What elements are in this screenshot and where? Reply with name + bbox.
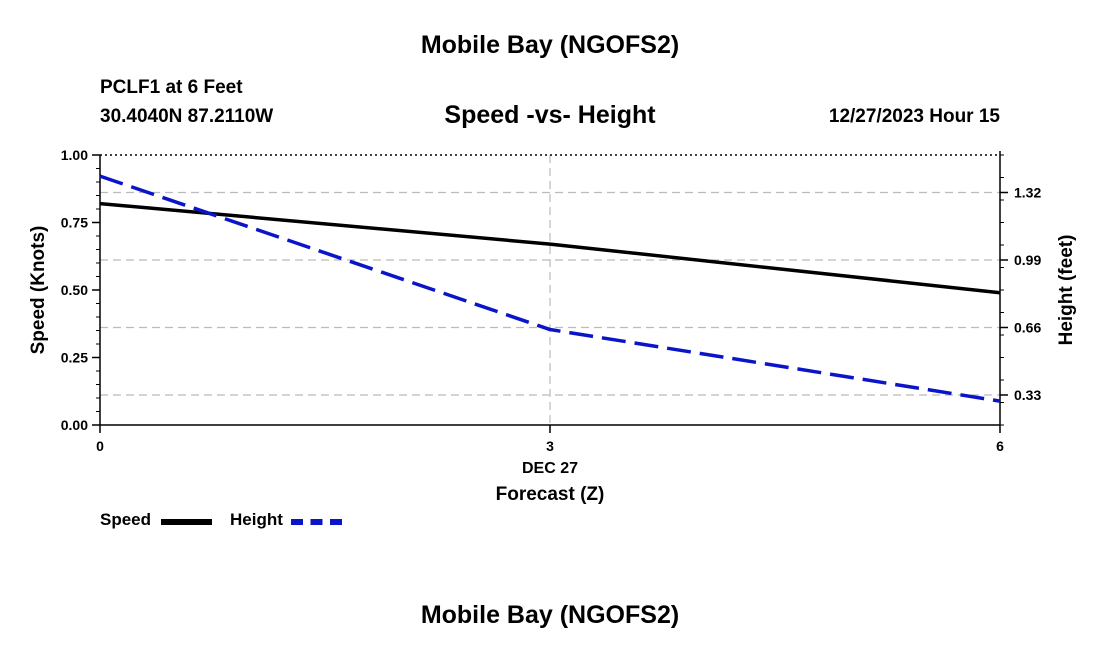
page-title: Mobile Bay (NGOFS2) xyxy=(420,31,680,59)
legend-speed-label: Speed xyxy=(100,510,152,529)
x-tick-label: 3 xyxy=(546,438,554,454)
right-tick-label: 0.33 xyxy=(1014,387,1041,403)
left-tick-label: 0.25 xyxy=(61,350,88,366)
station-name: PCLF1 at 6 Feet xyxy=(100,77,243,98)
y-axis-title-left: Speed (Knots) xyxy=(28,226,49,355)
series-line-speed xyxy=(99,201,1001,295)
x-date-label: DEC 27 xyxy=(522,460,578,477)
legend-height-swatch xyxy=(291,519,342,525)
right-tick-label: 1.32 xyxy=(1014,184,1041,200)
legend-speed-swatch xyxy=(161,519,212,525)
series-line-height xyxy=(99,174,1001,403)
footer-title: Mobile Bay (NGOFS2) xyxy=(420,601,680,629)
left-tick-label: 1.00 xyxy=(61,147,88,163)
x-tick-label: 0 xyxy=(96,438,104,454)
legend-height-label: Height xyxy=(230,510,283,529)
x-axis-title: Forecast (Z) xyxy=(496,484,605,505)
y-axis-title-right: Height (feet) xyxy=(1056,235,1077,346)
x-tick-label: 6 xyxy=(996,438,1004,454)
left-tick-label: 0.75 xyxy=(61,215,88,231)
right-tick-label: 0.99 xyxy=(1014,252,1041,268)
right-tick-label: 0.66 xyxy=(1014,319,1041,335)
left-tick-label: 0.00 xyxy=(61,417,88,433)
station-coords: 30.4040N 87.2110W xyxy=(100,106,274,127)
timestamp: 12/27/2023 Hour 15 xyxy=(828,106,1000,127)
left-tick-label: 0.50 xyxy=(61,282,88,298)
chart-title: Speed -vs- Height xyxy=(444,101,656,129)
